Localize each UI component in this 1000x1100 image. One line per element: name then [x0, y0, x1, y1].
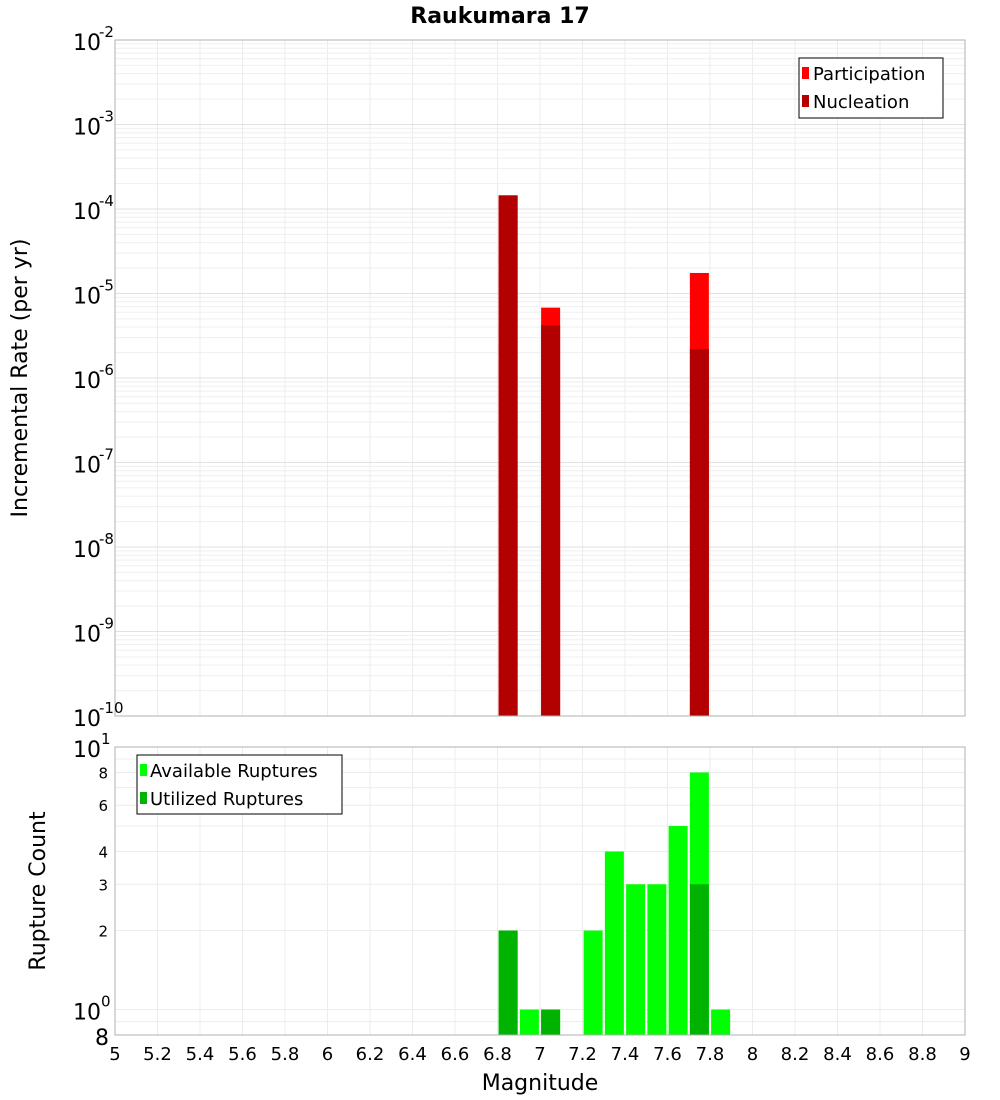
magnitude-tick-label: 5.6	[228, 1044, 257, 1065]
rate-y-tick-label: 10	[73, 538, 101, 563]
magnitude-tick-label: 8.4	[823, 1044, 852, 1065]
utilized-legend-label: Utilized Ruptures	[150, 789, 303, 810]
rate-y-tick-label: 10	[73, 116, 101, 141]
available-ruptures-bar	[711, 1009, 731, 1035]
available-ruptures-bar	[647, 884, 667, 1035]
chart-title: Raukumara 17	[410, 4, 589, 29]
count-bars	[498, 772, 731, 1035]
magnitude-x-ticks: 5 5.2 5.4 5.6 5.8 6 6.2 6.4 6.6 6.8 7 7.2 7.4 7.6 7.8 8…	[109, 1044, 970, 1065]
magnitude-tick-label: 7.8	[696, 1044, 725, 1065]
magnitude-tick-label: 8.8	[908, 1044, 937, 1065]
available-ruptures-bar	[626, 884, 646, 1035]
magnitude-tick-label: 6.2	[356, 1044, 385, 1065]
magnitude-tick-label: 7.4	[611, 1044, 640, 1065]
rate-y-tick-label: 10	[73, 200, 101, 225]
nucleation-bar	[498, 195, 518, 717]
available-legend-swatch	[140, 764, 147, 776]
count-y-tick-label: 8	[98, 764, 108, 782]
count-y-tick-label: 4	[98, 843, 108, 861]
rate-gridlines	[114, 40, 966, 717]
count-legend-box	[136, 754, 343, 815]
available-ruptures-bar	[604, 851, 624, 1035]
count-y-tick-label: 2	[98, 923, 108, 941]
magnitude-tick-label: 5.4	[186, 1044, 215, 1065]
magnitude-tick-label: 8	[747, 1044, 758, 1065]
magnitude-tick-label: 7	[534, 1044, 545, 1065]
rate-legend: Participation Nucleation	[798, 57, 944, 119]
rate-y-tick-exponent: -10	[99, 699, 124, 717]
rate-y-tick-exponent: -8	[99, 530, 114, 548]
rate-plot-border	[114, 39, 966, 717]
count-y-major-tick-label: 10	[73, 1001, 101, 1026]
magnitude-tick-label: 6.6	[441, 1044, 470, 1065]
count-y-major-tick-label: 10	[73, 738, 101, 763]
count-y-major-tick-exponent: 1	[101, 730, 111, 748]
available-ruptures-bar	[668, 826, 688, 1035]
rate-y-tick-exponent: -7	[99, 446, 114, 464]
magnitude-tick-label: 8.2	[781, 1044, 810, 1065]
rate-y-tick-label: 10	[73, 31, 101, 56]
rate-y-tick-exponent: -6	[99, 361, 114, 379]
magnitude-tick-label: 6.4	[398, 1044, 427, 1065]
rate-y-tick-label: 10	[73, 369, 101, 394]
rate-y-tick-exponent: -5	[99, 277, 114, 295]
participation-legend-swatch	[802, 67, 809, 79]
rate-y-tick-exponent: -2	[99, 23, 114, 41]
magnitude-tick-label: 5.8	[271, 1044, 300, 1065]
count-y-axis-label: Rupture Count	[26, 811, 51, 971]
utilized-ruptures-bar	[498, 930, 518, 1035]
utilized-legend-swatch	[140, 792, 147, 804]
magnitude-tick-label: 5	[109, 1044, 120, 1065]
count-y-tick-label: 6	[98, 797, 108, 815]
magnitude-tick-label: 7.6	[653, 1044, 682, 1065]
nucleation-legend-label: Nucleation	[813, 92, 909, 113]
magnitude-tick-label: 8.6	[866, 1044, 895, 1065]
rate-y-tick-exponent: -4	[99, 192, 114, 210]
rate-legend-box	[798, 57, 944, 119]
nucleation-bar	[541, 325, 561, 716]
rate-y-tick-label: 10	[73, 623, 101, 648]
x-axis-label: Magnitude	[482, 1071, 599, 1096]
count-y-bottom-label: 8	[95, 1026, 109, 1051]
rate-y-tick-exponent: -3	[99, 108, 114, 126]
participation-legend-label: Participation	[813, 64, 925, 85]
magnitude-tick-label: 7.2	[568, 1044, 597, 1065]
available-legend-label: Available Ruptures	[150, 761, 318, 782]
available-ruptures-bar	[519, 1009, 539, 1035]
nucleation-legend-swatch	[802, 95, 809, 107]
count-y-major-tick-exponent: 0	[101, 993, 111, 1011]
rate-y-axis-label: Incremental Rate (per yr)	[8, 239, 33, 518]
rate-y-tick-exponent: -9	[99, 615, 114, 633]
count-legend: Available Ruptures Utilized Ruptures	[136, 754, 343, 815]
count-plot-border	[114, 746, 966, 1036]
rate-y-tick-label: 10	[73, 454, 101, 479]
available-ruptures-bar	[583, 930, 603, 1035]
magnitude-tick-label: 6	[322, 1044, 333, 1065]
utilized-ruptures-bar	[541, 1009, 561, 1035]
magnitude-tick-label: 5.2	[143, 1044, 172, 1065]
count-y-tick-label: 3	[98, 876, 108, 894]
rate-y-tick-label: 10	[73, 285, 101, 310]
rate-y-tick-label: 10	[73, 707, 101, 732]
utilized-ruptures-bar	[689, 884, 709, 1035]
magnitude-tick-label: 6.8	[483, 1044, 512, 1065]
rate-bars	[498, 195, 709, 717]
nucleation-bar	[689, 349, 709, 716]
magnitude-tick-label: 9	[959, 1044, 970, 1065]
